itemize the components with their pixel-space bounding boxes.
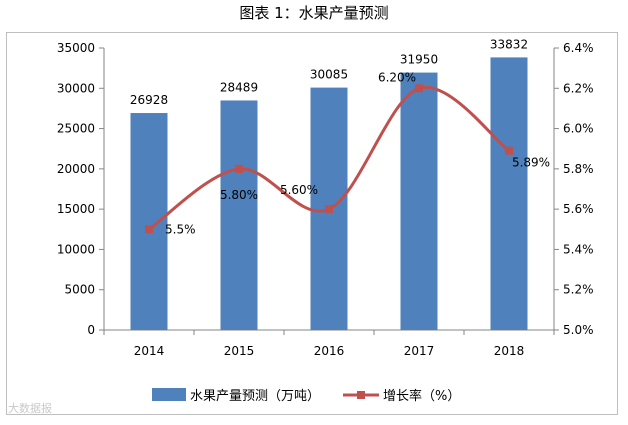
y-right-tick-label: 6.0% bbox=[563, 122, 594, 136]
bar bbox=[130, 113, 168, 330]
line-marker bbox=[415, 84, 423, 93]
y-left-tick-label: 35000 bbox=[57, 41, 95, 55]
y-left-tick-label: 10000 bbox=[57, 242, 95, 256]
y-right-tick-label: 5.6% bbox=[563, 202, 594, 216]
y-right-tick-label: 5.4% bbox=[563, 242, 594, 256]
bar bbox=[490, 57, 528, 331]
line-marker bbox=[235, 164, 243, 173]
line-value-label: 5.5% bbox=[165, 222, 196, 236]
line-marker bbox=[145, 225, 153, 234]
legend-label-line: 增长率（%） bbox=[383, 388, 460, 404]
line-marker bbox=[325, 205, 333, 214]
y-left-tick-label: 25000 bbox=[57, 122, 95, 136]
bar-value-label: 31950 bbox=[400, 53, 438, 67]
line-value-label: 6.20% bbox=[378, 70, 416, 84]
watermark: 大数据报 bbox=[8, 402, 52, 415]
legend-label-bars: 水果产量预测（万吨） bbox=[190, 389, 320, 404]
x-tick-label: 2015 bbox=[224, 344, 255, 358]
line-value-label: 5.80% bbox=[220, 188, 258, 202]
x-tick-label: 2018 bbox=[494, 344, 525, 358]
line-marker bbox=[505, 146, 513, 155]
y-right-tick-label: 5.2% bbox=[563, 283, 594, 297]
y-left-tick-label: 0 bbox=[87, 323, 95, 337]
bar-value-label: 30085 bbox=[310, 68, 348, 82]
x-tick-label: 2017 bbox=[404, 344, 435, 358]
y-right-tick-label: 6.4% bbox=[563, 41, 594, 55]
y-left-tick-label: 5000 bbox=[64, 283, 95, 297]
x-tick-label: 2014 bbox=[134, 344, 165, 358]
y-left-tick-label: 20000 bbox=[57, 162, 95, 176]
bar-value-label: 26928 bbox=[130, 93, 168, 107]
line-value-label: 5.60% bbox=[280, 183, 318, 197]
line-value-label: 5.89% bbox=[512, 156, 550, 170]
y-right-tick-label: 5.8% bbox=[563, 162, 594, 176]
chart-frame bbox=[6, 32, 618, 415]
y-left-tick-label: 15000 bbox=[57, 202, 95, 216]
bar-value-label: 28489 bbox=[220, 80, 258, 94]
y-left-tick-label: 30000 bbox=[57, 81, 95, 95]
bar-value-label: 33832 bbox=[490, 37, 528, 51]
legend-swatch-bars bbox=[152, 388, 186, 401]
x-tick-label: 2016 bbox=[314, 344, 345, 358]
y-right-tick-label: 5.0% bbox=[563, 323, 594, 337]
legend-marker-line bbox=[357, 391, 365, 399]
y-right-tick-label: 6.2% bbox=[563, 81, 594, 95]
bar bbox=[220, 100, 258, 331]
chart-title: 图表 1：水果产量预测 bbox=[239, 4, 389, 22]
bar bbox=[400, 72, 438, 331]
